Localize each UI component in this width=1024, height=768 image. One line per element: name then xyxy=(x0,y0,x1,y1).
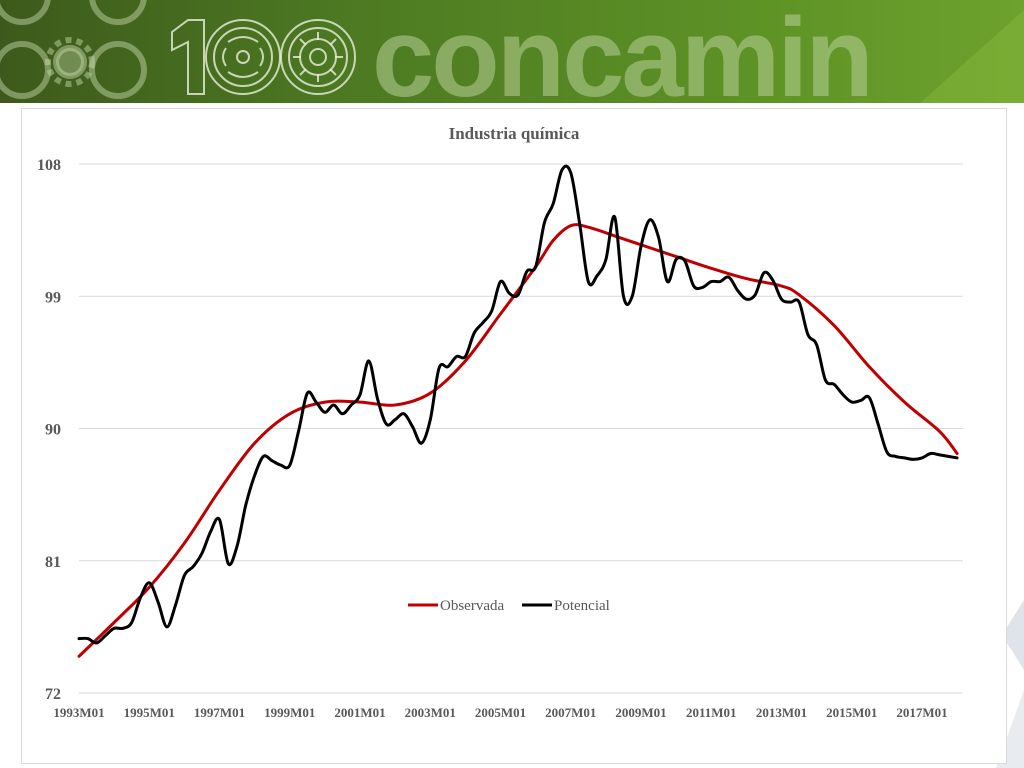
series-line-potencial xyxy=(77,164,959,645)
banner-graphics: concamin xyxy=(0,0,1024,103)
y-tick-label: 72 xyxy=(45,686,61,703)
legend-label: Observada xyxy=(440,598,504,614)
x-tick-label: 2003M01 xyxy=(405,705,456,720)
chart-area: Industria química 72 81 90 99 108 1993M01 199… xyxy=(21,108,1007,764)
logo-digit-zero-right xyxy=(280,19,356,95)
y-axis: 72 81 90 99 108 xyxy=(37,157,61,703)
x-tick-label: 1999M01 xyxy=(264,705,315,720)
x-tick-label: 2015M01 xyxy=(826,705,877,720)
x-tick-label: 2009M01 xyxy=(615,705,666,720)
x-tick-label: 1995M01 xyxy=(124,705,175,720)
gear-emblem-icon xyxy=(0,0,147,99)
logo-digit-one xyxy=(171,19,205,95)
y-tick-label: 108 xyxy=(37,157,61,174)
x-tick-label: 2001M01 xyxy=(334,705,385,720)
x-tick-label: 2005M01 xyxy=(475,705,526,720)
arrows-icon xyxy=(222,36,264,78)
logo-text: concamin xyxy=(372,0,871,103)
x-axis: 1993M01 1995M01 1997M01 1999M01 2001M01 2003M… xyxy=(53,705,947,720)
x-tick-label: 2011M01 xyxy=(686,705,737,720)
legend: Observada Potencial xyxy=(408,598,610,614)
logo-digit-zero-left xyxy=(205,19,281,95)
y-tick-label: 90 xyxy=(45,422,61,439)
x-tick-label: 2017M01 xyxy=(896,705,947,720)
chart-title: Industria química xyxy=(449,124,580,143)
x-tick-label: 2007M01 xyxy=(545,705,596,720)
x-tick-label: 1993M01 xyxy=(53,705,104,720)
y-tick-label: 99 xyxy=(45,289,61,306)
gridlines xyxy=(79,163,963,694)
legend-label: Potencial xyxy=(554,598,610,614)
x-tick-label: 1997M01 xyxy=(194,705,245,720)
y-tick-label: 81 xyxy=(45,554,61,571)
series-line-observada xyxy=(77,223,959,658)
header-banner: concamin xyxy=(0,0,1024,103)
x-tick-label: 2013M01 xyxy=(756,705,807,720)
series-lines xyxy=(77,164,959,658)
gear-icon xyxy=(293,32,343,82)
